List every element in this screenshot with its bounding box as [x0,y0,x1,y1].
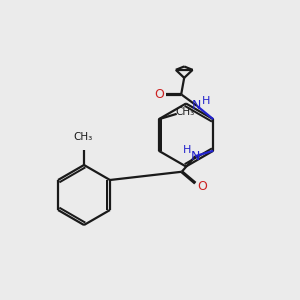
Text: O: O [197,180,207,193]
Text: H: H [202,96,211,106]
Text: H: H [183,145,191,155]
Text: O: O [154,88,164,101]
Text: N: N [192,99,202,112]
Text: N: N [190,150,200,163]
Text: CH₃: CH₃ [73,133,92,142]
Text: CH₃: CH₃ [176,107,195,117]
